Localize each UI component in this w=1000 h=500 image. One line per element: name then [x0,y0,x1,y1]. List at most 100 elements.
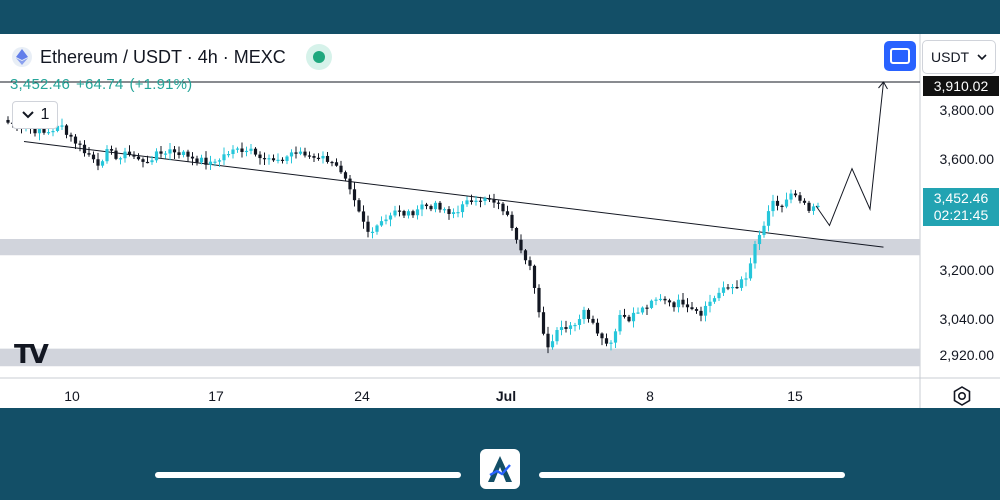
candle-body [348,178,352,190]
candle-body [51,131,55,133]
candle-body [69,134,73,137]
candle-body [618,314,622,332]
tradingview-logo-icon[interactable]: TV [14,340,49,370]
candle-body [469,200,474,202]
candle-body [190,156,195,159]
candle-body [568,325,573,329]
candle-body [370,231,375,233]
time-axis-label: 8 [646,388,654,404]
candle-body [118,158,123,160]
candle-body [798,195,802,201]
candle-body [667,300,672,303]
indicators-toggle-button[interactable]: 1 [12,101,58,129]
candle-body [789,193,793,200]
candle-body [267,158,271,160]
candle-body [609,342,613,344]
candle-body [784,199,789,207]
candle-body [703,305,708,316]
candle-body [172,149,177,153]
currency-select[interactable]: USDT [922,40,996,74]
price-axis-label: 2,920.00 [939,347,995,363]
candle-body [604,338,609,344]
candle-body [213,161,217,163]
candle-body [235,148,240,150]
candle-body [100,161,105,166]
time-axis-label: 17 [208,388,224,404]
candle-body [685,304,690,308]
candle-body [303,151,307,156]
time-axis-label: 10 [64,388,80,404]
candle-body [114,150,118,159]
candle-body [559,327,564,331]
settings-icon[interactable] [952,386,972,406]
candle-body [771,200,775,212]
candle-body [582,309,586,320]
candle-body [631,312,636,322]
candle-body [168,149,172,154]
projection-arrowhead [878,81,888,90]
candle-body [807,202,811,211]
candle-body [411,211,415,216]
candle-body [627,316,631,322]
support-zone-1 [0,348,920,367]
candle-body [730,286,735,289]
candle-body [123,151,127,159]
candle-body [289,152,294,157]
candle-body [145,161,150,164]
candle-body [316,157,321,159]
symbol-header[interactable]: Ethereum / USDT · 4h · MEXC [12,44,332,70]
candle-body [240,148,244,152]
candle-body [591,318,595,323]
candle-body [82,144,87,154]
candle-body [505,211,510,215]
price-line-tag: 3,910.02 [923,76,999,96]
candle-body [636,312,640,314]
candle-body [397,210,402,212]
candle-body [447,209,451,214]
candle-body [708,301,712,306]
price-chart[interactable] [0,34,1000,408]
candle-body [744,278,748,280]
candle-body [388,215,393,220]
candle-body [280,159,285,161]
candle-body [532,265,537,288]
candle-body [42,128,46,133]
price-change-percent: (+1.91%) [129,76,193,93]
candle-body [496,202,501,204]
candle-body [406,211,411,216]
candle-body [658,298,663,301]
price-quote: 3,452.46 +64.74 (+1.91%) [10,76,198,93]
candle-body [478,200,483,202]
candle-body [258,154,262,159]
candle-body [762,225,766,235]
app-logo-icon[interactable] [480,449,520,489]
candle-body [334,162,339,166]
candle-body [555,330,559,342]
candle-body [352,189,357,201]
candle-body [271,158,276,161]
candle-body [249,148,253,151]
candle-body [712,298,717,302]
candle-body [510,214,514,228]
candle-body [438,202,442,210]
candle-body [226,154,231,156]
candle-body [379,221,384,226]
candle-body [699,310,703,316]
chart-panel[interactable]: Ethereum / USDT · 4h · MEXC 3,452.46 +64.… [0,34,1000,408]
candle-body [325,155,330,162]
candle-body [492,199,496,203]
fullscreen-button[interactable] [884,41,916,71]
candle-body [204,157,208,165]
fullscreen-icon [890,48,910,64]
candle-body [343,172,348,179]
candle-body [244,150,249,153]
trendline [23,141,884,248]
candle-body [654,299,658,301]
candle-body [672,302,676,308]
candle-body [231,149,235,155]
candle-body [429,206,433,210]
candle-body [276,159,280,161]
candle-body [55,125,60,132]
candle-body [154,151,159,161]
candle-body [312,156,316,158]
